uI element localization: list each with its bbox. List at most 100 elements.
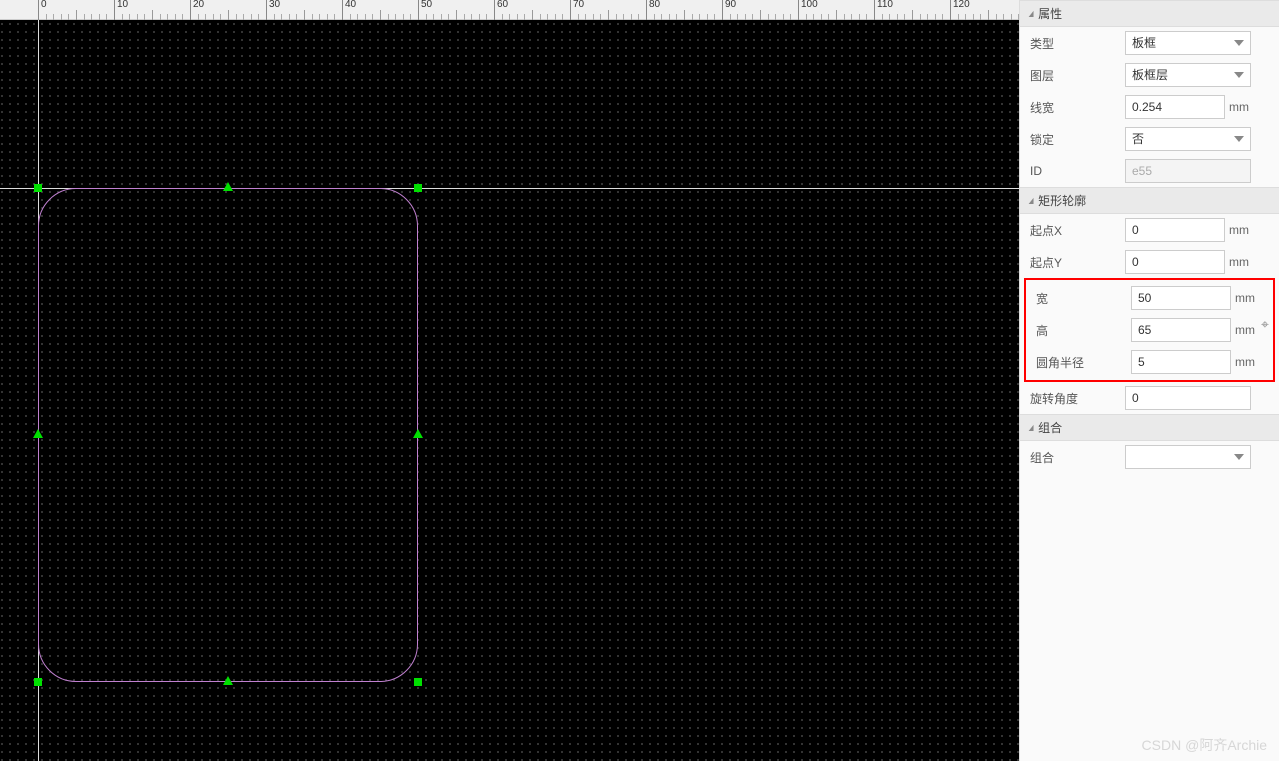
ruler-tick-minor [669,14,670,20]
ruler-tick-minor [692,14,693,20]
ruler-tick-minor [851,14,852,20]
ruler-tick-minor [46,14,47,20]
ruler-tick-minor [91,14,92,20]
label-layer: 图层 [1030,67,1125,84]
center-target-icon[interactable]: ⌖ [1261,316,1277,332]
unit-label: mm [1235,291,1259,305]
ruler-tick-minor [68,14,69,20]
ruler-tick-minor [912,10,913,20]
ruler-tick-minor [471,14,472,20]
prop-row-starty: 起点Y mm [1020,246,1279,278]
ruler-tick-major: 100 [798,0,818,20]
ruler-tick-minor [980,14,981,20]
ruler-tick-minor [160,14,161,20]
ruler-tick-minor [600,14,601,20]
ruler-tick-minor [745,14,746,20]
ruler-tick-minor [836,10,837,20]
ruler-tick-minor [927,14,928,20]
ruler-tick-minor [312,14,313,20]
ruler-tick-minor [638,14,639,20]
ruler-tick-minor [122,14,123,20]
input-startx[interactable] [1125,218,1225,242]
ruler-tick-minor [517,14,518,20]
ruler-tick-minor [783,14,784,20]
input-height[interactable] [1131,318,1231,342]
ruler-tick-minor [106,14,107,20]
ruler-horizontal: 0102030405060708090100110120 [0,0,1019,20]
ruler-tick-minor [350,14,351,20]
prop-row-locked: 锁定 否 [1020,123,1279,155]
ruler-tick-minor [84,14,85,20]
viewport[interactable] [0,20,1019,761]
ruler-tick-minor [426,14,427,20]
prop-row-type: 类型 板框 [1020,27,1279,59]
ruler-tick-minor [182,14,183,20]
canvas-area[interactable]: 0102030405060708090100110120 [0,0,1019,761]
select-group[interactable] [1125,445,1251,469]
prop-row-radius: 圆角半径 mm [1026,346,1273,378]
input-starty[interactable] [1125,250,1225,274]
ruler-tick-minor [768,14,769,20]
ruler-tick-minor [661,14,662,20]
ruler-tick-minor [372,14,373,20]
ruler-tick-minor [699,14,700,20]
highlight-box: 宽 mm 高 mm 圆角半径 mm [1024,278,1275,382]
ruler-tick-minor [198,14,199,20]
unit-label: mm [1229,223,1253,237]
ruler-tick-minor [555,14,556,20]
ruler-tick-minor [357,14,358,20]
label-rotation: 旋转角度 [1030,390,1125,407]
resize-handle-corner[interactable] [414,184,422,192]
ruler-tick-minor [593,14,594,20]
resize-handle-mid[interactable] [223,182,233,191]
input-id [1125,159,1251,183]
ruler-tick-minor [547,14,548,20]
resize-handle-corner[interactable] [34,678,42,686]
ruler-tick-minor [380,10,381,20]
ruler-tick-major: 120 [950,0,970,20]
prop-row-startx: 起点X mm [1020,214,1279,246]
select-type[interactable]: 板框 [1125,31,1251,55]
ruler-tick-minor [707,14,708,20]
ruler-tick-minor [821,14,822,20]
select-layer[interactable]: 板框层 [1125,63,1251,87]
section-header-rect-outline[interactable]: 矩形轮廓 [1020,187,1279,214]
ruler-tick-minor [220,14,221,20]
input-radius[interactable] [1131,350,1231,374]
ruler-tick-minor [524,14,525,20]
ruler-tick-minor [403,14,404,20]
resize-handle-mid[interactable] [413,429,423,438]
ruler-tick-minor [243,14,244,20]
ruler-tick-minor [334,14,335,20]
properties-panel: 属性 类型 板框 图层 板框层 线宽 mm 锁定 否 ID 矩形轮廓 起点X m… [1019,0,1279,761]
ruler-tick-minor [1018,14,1019,20]
prop-row-linewidth: 线宽 mm [1020,91,1279,123]
ruler-tick-minor [760,10,761,20]
ruler-tick-minor [395,14,396,20]
ruler-tick-minor [236,14,237,20]
ruler-tick-minor [775,14,776,20]
input-rotation[interactable] [1125,386,1251,410]
resize-handle-corner[interactable] [34,184,42,192]
ruler-tick-minor [1011,14,1012,20]
select-locked[interactable]: 否 [1125,127,1251,151]
ruler-tick-minor [904,14,905,20]
prop-row-layer: 图层 板框层 [1020,59,1279,91]
ruler-tick-minor [175,14,176,20]
resize-handle-mid[interactable] [223,676,233,685]
section-header-attributes[interactable]: 属性 [1020,0,1279,27]
unit-label: mm [1229,100,1253,114]
ruler-tick-minor [806,14,807,20]
input-width[interactable] [1131,286,1231,310]
resize-handle-corner[interactable] [414,678,422,686]
ruler-tick-minor [714,14,715,20]
section-header-group[interactable]: 组合 [1020,414,1279,441]
resize-handle-mid[interactable] [33,429,43,438]
prop-row-group: 组合 [1020,441,1279,473]
board-outline-rect[interactable] [38,188,418,682]
input-linewidth[interactable] [1125,95,1225,119]
ruler-tick-minor [608,10,609,20]
unit-label: mm [1235,355,1259,369]
unit-label: mm [1235,323,1259,337]
prop-row-width: 宽 mm [1026,282,1273,314]
